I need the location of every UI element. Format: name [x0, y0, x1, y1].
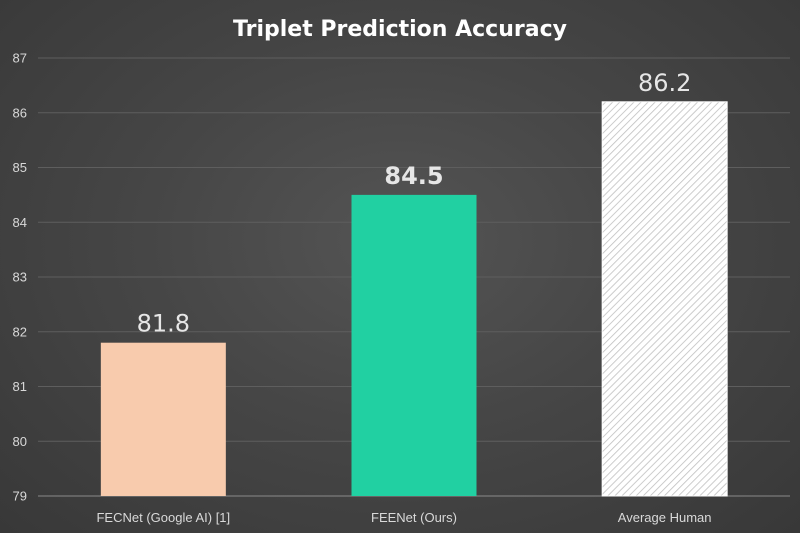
bar-3 [601, 101, 728, 497]
data-label-1: 81.8 [137, 310, 190, 338]
y-tick-label: 82 [13, 324, 27, 339]
data-labels: 81.8 84.5 86.2 [137, 69, 692, 338]
x-axis-categories: FECNet (Google AI) [1] FEENet (Ours) Avera… [96, 510, 711, 525]
y-tick-label: 87 [13, 51, 27, 66]
y-tick-label: 79 [13, 489, 27, 504]
y-tick-label: 83 [13, 270, 27, 285]
category-label-1: FECNet (Google AI) [1] [96, 510, 230, 525]
y-tick-label: 86 [13, 105, 27, 120]
bar-1 [100, 342, 226, 496]
y-axis-ticks: 79 80 81 82 83 84 85 86 87 [13, 51, 27, 504]
bar-2 [351, 194, 477, 496]
bars [100, 101, 728, 497]
chart-title: Triplet Prediction Accuracy [233, 17, 567, 42]
category-label-2: FEENet (Ours) [371, 510, 457, 525]
category-label-3: Average Human [618, 510, 712, 525]
y-tick-label: 81 [13, 379, 27, 394]
data-label-2: 84.5 [384, 162, 443, 190]
y-tick-label: 84 [13, 215, 27, 230]
data-label-3: 86.2 [638, 69, 691, 97]
y-tick-label: 85 [13, 160, 27, 175]
y-tick-label: 80 [13, 434, 27, 449]
